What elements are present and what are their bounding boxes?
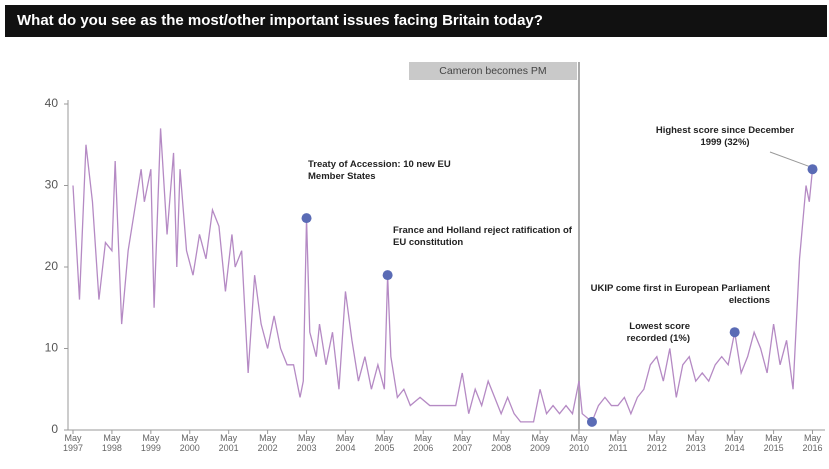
x-tick-label: May 2004 (335, 433, 356, 453)
annotation: Highest score since December 1999 (32%) (655, 125, 795, 148)
x-tick-label: May 2012 (646, 433, 667, 453)
x-tick-label: May 2014 (724, 433, 745, 453)
event-label: Cameron becomes PM (408, 62, 577, 80)
y-tick-label: 10 (45, 341, 59, 355)
annotation: Treaty of Accession: 10 new EU Member St… (308, 159, 451, 182)
highlight-point (807, 164, 818, 175)
x-tick-label: May 2016 (802, 433, 823, 453)
x-tick-label: May 2006 (413, 433, 434, 453)
x-tick-label: May 2009 (530, 433, 551, 453)
x-tick-label: May 1998 (101, 433, 122, 453)
y-tick-label: 30 (45, 178, 59, 192)
x-tick-label: May 2010 (568, 433, 589, 453)
highlight-point (729, 327, 740, 338)
highlight-point (586, 416, 597, 427)
x-tick-label: May 2013 (685, 433, 706, 453)
x-tick-label: May 2002 (257, 433, 278, 453)
x-tick-label: May 1999 (140, 433, 161, 453)
annotation: UKIP come first in European Parliament e… (590, 283, 770, 306)
y-tick-label: 40 (45, 96, 59, 110)
x-tick-label: May 2003 (296, 433, 317, 453)
line (72, 128, 814, 423)
x-tick-label: May 2000 (179, 433, 200, 453)
highlight-point (382, 270, 393, 281)
x-tick-label: May 2015 (763, 433, 784, 453)
x-tick-label: May 2011 (608, 433, 628, 453)
y-tick-label: 20 (45, 259, 59, 273)
y-tick-label: 0 (51, 422, 58, 436)
annotation: Lowest score recorded (1%) (626, 321, 690, 344)
chart-title: What do you see as the most/other import… (5, 5, 827, 37)
highlight-point (301, 213, 312, 224)
annotation: France and Holland reject ratification o… (393, 225, 572, 248)
x-tick-label: May 1997 (62, 433, 84, 453)
x-tick-label: May 2005 (374, 433, 395, 453)
x-tick-label: May 2007 (452, 433, 473, 453)
x-tick-label: May 2008 (491, 433, 512, 453)
x-tick-label: May 2001 (218, 433, 239, 453)
leader (769, 151, 809, 167)
